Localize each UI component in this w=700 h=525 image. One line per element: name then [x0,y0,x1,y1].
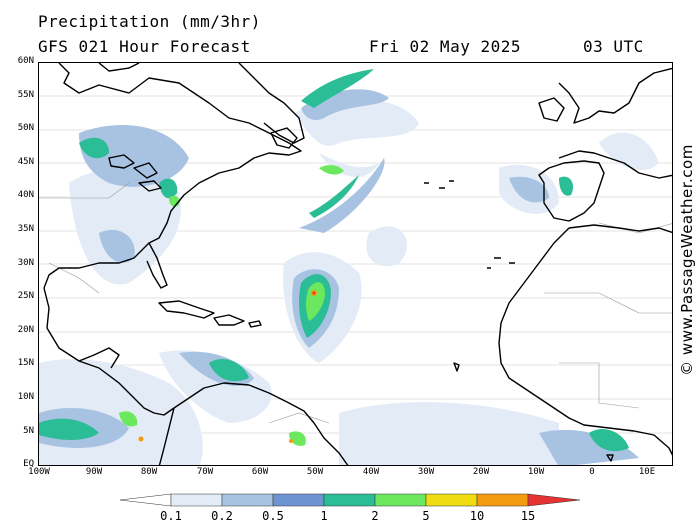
precipitation-map [38,62,673,466]
legend-swatch [527,493,581,507]
precip-extreme [312,291,316,295]
lon-label: 30W [417,467,435,477]
lon-label: 20W [472,467,490,477]
legend-swatch [425,493,478,507]
lon-label: 60W [251,467,269,477]
lon-label: 10W [527,467,545,477]
lat-label: 40N [17,190,34,200]
copyright-watermark: © www.PassageWeather.com [672,60,700,460]
legend-swatch [221,493,274,507]
lat-label: 30N [17,258,34,268]
lat-label: 15N [17,358,34,368]
copyright-text: © www.PassageWeather.com [678,144,696,376]
legend-label: 10 [469,509,485,523]
lon-label: 100W [28,467,50,477]
lat-label: 60N [17,56,34,66]
legend-label: 5 [422,509,430,523]
lat-label: 5N [23,426,34,436]
lon-label: 80W [140,467,158,477]
legend-swatch [170,493,223,507]
lat-label: EQ [23,459,34,469]
legend-colorbar [120,493,581,507]
legend-label: 0.2 [211,509,233,523]
legend-label: 0.5 [262,509,284,523]
lat-label: 10N [17,392,34,402]
legend-swatch [476,493,529,507]
coastlines [43,63,672,465]
country-borders [39,182,672,424]
legend-label: 2 [371,509,379,523]
legend-swatch [272,493,325,507]
forecast-time: 03 UTC [583,37,644,56]
lon-label: 0 [589,467,595,477]
lat-label: 55N [17,90,34,100]
map-canvas [39,63,672,465]
forecast-subtitle: GFS 021 Hour Forecast [38,37,251,56]
lat-label: 50N [17,123,34,133]
lat-label: 25N [17,291,34,301]
lon-label: 10E [638,467,656,477]
lon-label: 70W [196,467,214,477]
lon-label: 90W [85,467,103,477]
precip-moderate [39,69,629,452]
precip-intense [138,290,317,443]
legend-swatch [323,493,376,507]
legend-label: 1 [320,509,328,523]
map-title: Precipitation (mm/3hr) [38,12,261,31]
lat-label: 45N [17,157,34,167]
forecast-date: Fri 02 May 2025 [369,37,521,56]
lat-label: 20N [17,325,34,335]
legend-swatch [120,493,172,507]
lon-label: 50W [306,467,324,477]
lat-label: 35N [17,224,34,234]
legend-label: 15 [520,509,536,523]
lon-label: 40W [362,467,380,477]
legend-label: 0.1 [160,509,182,523]
legend-swatch [374,493,427,507]
precip-heavy [119,165,344,446]
